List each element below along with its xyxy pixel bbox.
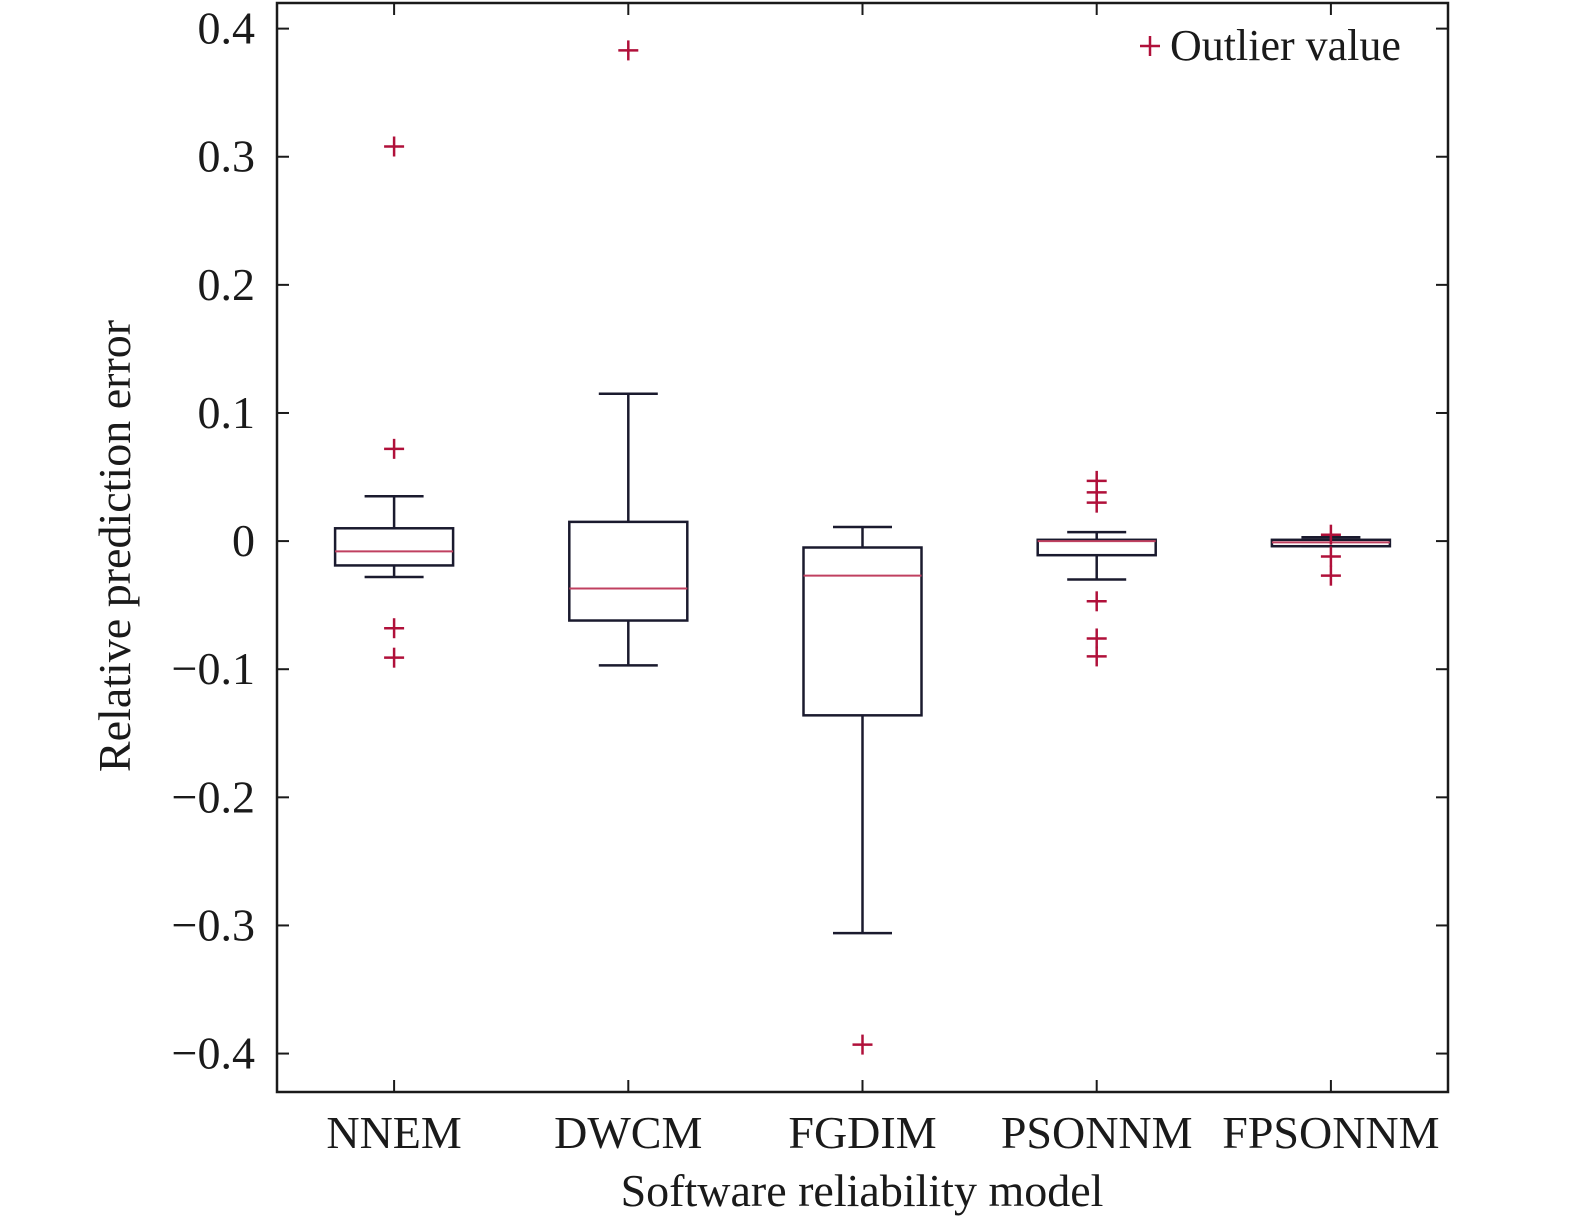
legend-label: Outlier value [1170, 21, 1401, 70]
outlier-point [1086, 591, 1107, 612]
outlier-point [1320, 565, 1341, 586]
outlier-point [384, 136, 405, 157]
iqr-box [333, 527, 455, 567]
legend-outlier-marker [1140, 36, 1160, 56]
x-tick-label: NNEM [326, 1107, 461, 1158]
y-tick-label: 0.4 [198, 3, 256, 54]
outlier-point [1086, 492, 1107, 513]
legend: Outlier value [1140, 21, 1401, 70]
y-tick-label: 0.1 [198, 387, 256, 438]
y-tick-label: 0.2 [198, 259, 256, 310]
iqr-box [568, 520, 689, 622]
box-dwcm [568, 40, 689, 667]
box-fgdim [802, 525, 923, 1055]
iqr-box [802, 546, 923, 717]
y-tick-label: −0.1 [172, 643, 255, 694]
outlier-point [384, 647, 405, 668]
box-series [333, 40, 1392, 1055]
box-fpsonnm [1270, 524, 1392, 586]
iqr-box [1036, 538, 1157, 557]
x-tick-label: FPSONNM [1222, 1107, 1439, 1158]
outlier-point [384, 438, 405, 459]
box-psonnm [1036, 470, 1157, 667]
outlier-point [852, 1034, 873, 1055]
y-tick-label: −0.2 [172, 771, 255, 822]
y-tick-label: −0.3 [172, 899, 255, 950]
box-nnem [333, 136, 455, 668]
outlier-point [1320, 524, 1341, 545]
outlier-point [618, 40, 639, 61]
y-axis: 0.4 0.3 0.2 0.1 0 −0.1 −0.2 −0.3 −0.4 [172, 3, 1448, 1079]
x-tick-label: PSONNM [1001, 1107, 1193, 1158]
x-axis: NNEM DWCM FGDIM PSONNM FPSONNM [326, 3, 1440, 1158]
outlier-point [1086, 628, 1107, 649]
y-tick-label: 0 [232, 515, 255, 566]
x-tick-label: FGDIM [788, 1107, 936, 1158]
x-axis-title: Software reliability model [621, 1165, 1104, 1216]
outlier-point [1086, 646, 1107, 667]
outlier-point [1320, 546, 1341, 567]
y-tick-label: −0.4 [172, 1028, 255, 1079]
legend-plus [1140, 36, 1160, 56]
outlier-point [384, 618, 405, 639]
y-tick-label: 0.3 [198, 131, 256, 182]
y-axis-title: Relative prediction error [89, 320, 140, 772]
x-tick-label: DWCM [554, 1107, 702, 1158]
